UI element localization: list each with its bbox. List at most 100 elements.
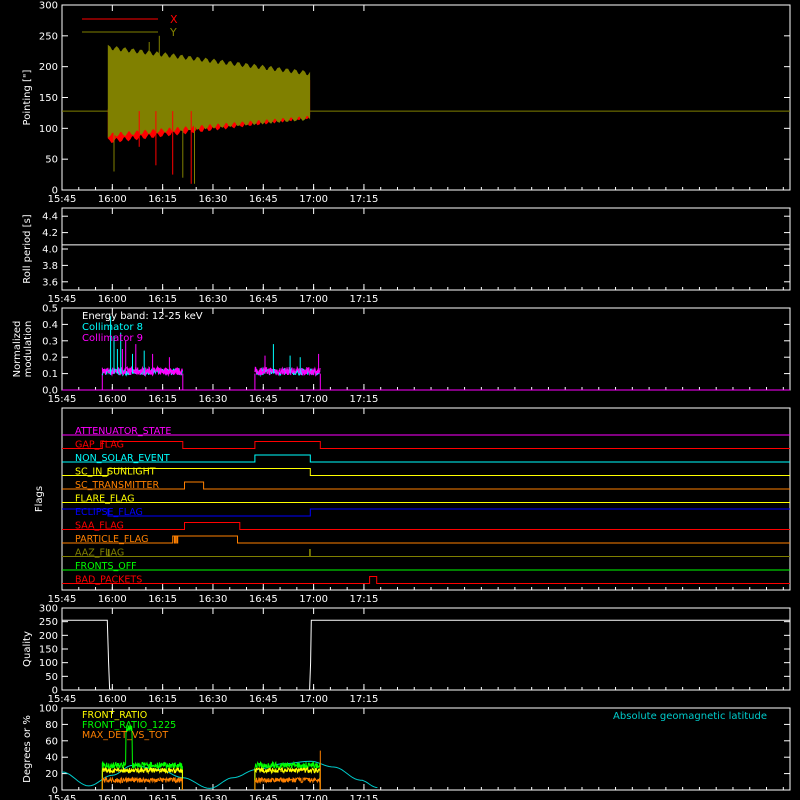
modulation-xtick-label: 16:30	[199, 394, 228, 405]
ratios-xtick-label: 17:00	[299, 794, 328, 800]
max-det-trace	[254, 776, 321, 790]
pointing-legend-label: Y	[169, 26, 177, 39]
ratios-xtick-label: 15:45	[48, 794, 77, 800]
flag-line-eclipse_flag	[62, 508, 790, 517]
quality-ylabel: Quality	[22, 631, 33, 667]
quality-xtick-label: 15:45	[48, 694, 77, 705]
flag-label: FLARE_FLAG	[75, 494, 135, 505]
front-ratio-trace	[254, 766, 321, 790]
flag-label: NON_SOLAR_EVENT	[75, 453, 170, 464]
roll-xtick-label: 17:00	[299, 294, 328, 305]
pointing-ytick-label: 200	[39, 62, 58, 73]
ratios-xtick-label: 16:45	[249, 794, 278, 800]
collimator9-trace	[254, 365, 321, 377]
modulation-ylabel: modulation	[23, 321, 34, 378]
flag-label: FRONTS_OFF	[75, 561, 137, 572]
flag-line-bad_packets	[62, 576, 790, 584]
ratios-ylabel: Degrees or %	[22, 715, 33, 783]
ratios-legend-label: FRONT_RATIO_1225	[82, 720, 176, 731]
modulation-ylabel: Normalized	[12, 321, 23, 378]
pointing-xtick-label: 16:30	[199, 194, 228, 205]
quality-xtick-label: 16:30	[199, 694, 228, 705]
flags-xtick-label: 16:00	[98, 594, 127, 605]
pointing-xtick-label: 17:15	[350, 194, 379, 205]
modulation-ytick-label: 0.1	[42, 369, 58, 380]
ratios-panel: 15:45 16:00 16:15 16:30 16:45 17:00 17:15 0 20 40…	[22, 704, 791, 800]
quality-xtick-label: 17:15	[350, 694, 379, 705]
roll-xtick-label: 16:00	[98, 294, 127, 305]
flag-line-aaz_flag	[62, 549, 790, 557]
modulation-ytick-label: 0.5	[42, 304, 58, 315]
ratios-ytick-label: 60	[45, 736, 58, 747]
pointing-legend-label: X	[170, 13, 178, 26]
ratios-xtick-label: 16:30	[199, 794, 228, 800]
roll-panel: 15:45 16:00 16:15 16:30 16:45 17:00 17:15 3.6 3.…	[22, 207, 791, 305]
flag-label: SC_IN_SUNLIGHT	[75, 467, 156, 478]
pointing-xtick-label: 16:15	[148, 194, 177, 205]
roll-ytick-label: 3.8	[42, 261, 58, 272]
flags-frame	[61, 407, 791, 591]
flag-line-sc_in_sunlight	[62, 468, 790, 476]
flag-line-gap_flag	[62, 441, 790, 449]
flags-panel: 15:45 16:00 16:15 16:30 16:45 17:00 17:15 Flags…	[34, 407, 791, 605]
roll-xtick-label: 16:15	[148, 294, 177, 305]
pointing-ytick-label: 300	[39, 1, 58, 12]
ratios-ytick-label: 100	[39, 704, 58, 715]
modulation-xtick-label: 16:00	[98, 394, 127, 405]
flag-label: ECLIPSE_FLAG	[75, 507, 143, 518]
pointing-panel: 15:45 16:00 16:15 16:30 16:45 17:00 17:15 0 50 10…	[22, 1, 791, 205]
quality-panel: 15:45 16:00 16:15 16:30 16:45 17:00 17:15 0 50 10…	[22, 604, 791, 705]
pointing-ytick-label: 0	[52, 186, 58, 197]
modulation-legend-label: Collimator 9	[82, 333, 143, 344]
quality-ytick-label: 250	[39, 617, 58, 628]
quality-xtick-label: 16:45	[249, 694, 278, 705]
flags-xtick-label: 16:30	[199, 594, 228, 605]
flag-line-non_solar_event	[62, 454, 790, 463]
front-ratio-1225-trace	[101, 725, 183, 790]
modulation-ytick-label: 0.3	[42, 336, 58, 347]
quality-ytick-label: 300	[39, 604, 58, 615]
roll-ytick-label: 4.0	[42, 245, 58, 256]
quality-xtick-label: 16:15	[148, 694, 177, 705]
ratios-xtick-label: 17:15	[350, 794, 379, 800]
roll-xtick-label: 16:45	[249, 294, 278, 305]
quality-ytick-label: 0	[52, 686, 58, 697]
pointing-y-band	[107, 44, 311, 138]
flags-xtick-label: 17:15	[350, 594, 379, 605]
modulation-xtick-label: 16:45	[249, 394, 278, 405]
pointing-xtick-label: 16:00	[98, 194, 127, 205]
roll-ytick-label: 4.2	[42, 228, 58, 239]
flags-xtick-label: 15:45	[48, 594, 77, 605]
pointing-xtick-label: 15:45	[48, 194, 77, 205]
pointing-xtick-label: 17:00	[299, 194, 328, 205]
ratios-legend-label: MAX_DET_VS_TOT	[82, 730, 168, 741]
pointing-ylabel: Pointing ["]	[22, 69, 33, 125]
flag-label: AAZ_FLAG	[75, 548, 124, 559]
modulation-xtick-label: 16:15	[148, 394, 177, 405]
quality-ytick-label: 200	[39, 631, 58, 642]
ratios-frame	[61, 707, 791, 791]
flags-xtick-label: 16:15	[148, 594, 177, 605]
flag-line-particle_flag	[62, 535, 790, 544]
ratios-legend-label: FRONT_RATIO	[82, 710, 147, 721]
modulation-xtick-label: 15:45	[48, 394, 77, 405]
ratios-xtick-label: 16:15	[148, 794, 177, 800]
flag-line-sc_transmitter	[62, 481, 790, 490]
geomag-annotation: Absolute geomagnetic latitude	[613, 711, 767, 722]
modulation-ytick-label: 0.4	[42, 320, 58, 331]
max-det-trace	[101, 776, 183, 790]
flag-line-saa_flag	[62, 522, 790, 530]
flag-label: PARTICLE_FLAG	[75, 534, 148, 545]
pointing-ytick-label: 250	[39, 31, 58, 42]
ratios-ytick-label: 80	[45, 720, 58, 731]
front-ratio-1225-trace	[254, 760, 321, 790]
geomag-latitude-curve	[61, 760, 378, 789]
flag-label: ATTENUATOR_STATE	[75, 426, 171, 437]
modulation-xtick-label: 17:15	[350, 394, 379, 405]
modulation-legend-label: Energy band: 12-25 keV	[82, 311, 203, 322]
modulation-ytick-label: 0.2	[42, 353, 58, 364]
quality-ytick-label: 150	[39, 645, 58, 656]
flags-xtick-label: 17:00	[299, 594, 328, 605]
ratios-ytick-label: 20	[45, 769, 58, 780]
roll-ylabel: Roll period [s]	[22, 214, 33, 283]
